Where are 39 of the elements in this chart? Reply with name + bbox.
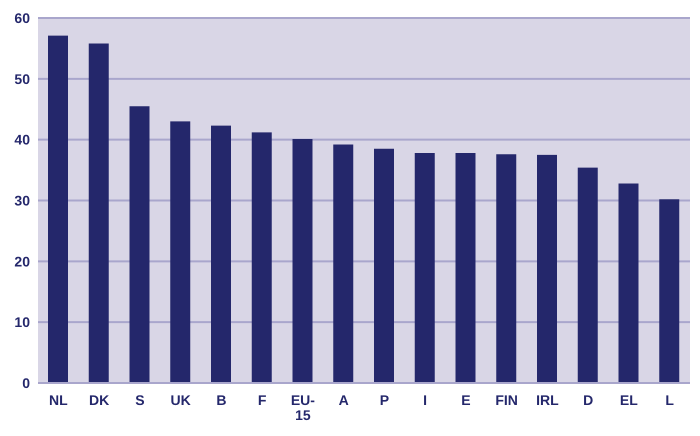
x-tick-label: IRL <box>536 392 560 408</box>
x-tick-label: UK <box>170 392 191 408</box>
x-tick-label: FIN <box>495 392 518 408</box>
bar <box>252 132 272 383</box>
y-tick-label: 10 <box>14 314 30 330</box>
x-tick-label: I <box>423 392 428 408</box>
y-tick-label: 60 <box>14 10 30 26</box>
bar <box>618 183 638 383</box>
x-tick-label: E <box>461 392 471 408</box>
x-tick-label: D <box>583 392 594 408</box>
bar <box>456 153 476 383</box>
bar <box>659 199 680 383</box>
x-tick-label: F <box>258 392 267 408</box>
x-tick-label: NL <box>49 392 68 408</box>
bar <box>496 154 516 383</box>
x-tick-label: S <box>135 392 145 408</box>
y-tick-label: 0 <box>22 374 30 391</box>
x-tick-label: A <box>338 392 349 408</box>
bar <box>130 106 150 383</box>
x-tick-label: P <box>380 392 390 408</box>
x-tick-label: DK <box>89 392 110 408</box>
x-tick-label: EL <box>620 392 638 408</box>
y-tick-label: 20 <box>14 253 30 270</box>
bar <box>333 144 354 383</box>
bar <box>211 126 231 383</box>
bar <box>170 121 190 383</box>
bar <box>374 148 394 383</box>
bar <box>88 44 109 383</box>
bar <box>414 153 435 383</box>
y-tick-label: 30 <box>14 192 30 208</box>
x-tick-label: L <box>665 392 674 408</box>
x-tick-label: EU-15 <box>290 392 316 423</box>
bar <box>537 154 557 383</box>
y-tick-label: 40 <box>14 132 30 148</box>
bar <box>292 139 312 383</box>
bar <box>48 36 68 383</box>
bar <box>578 168 598 383</box>
x-tick-label: B <box>216 392 226 408</box>
y-tick-label: 50 <box>14 70 30 87</box>
